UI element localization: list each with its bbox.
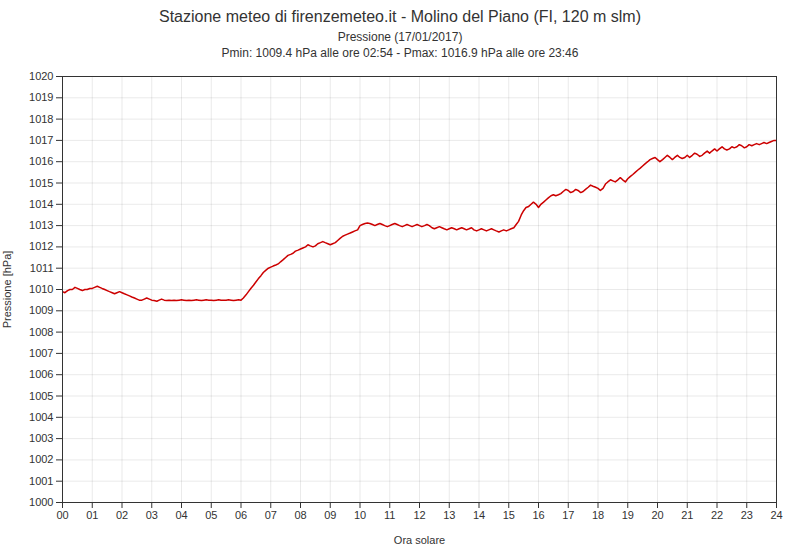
- svg-text:13: 13: [443, 509, 455, 521]
- svg-text:06: 06: [235, 509, 247, 521]
- svg-text:Pressione [hPa]: Pressione [hPa]: [1, 251, 13, 329]
- svg-text:00: 00: [56, 509, 68, 521]
- svg-text:1010: 1010: [29, 283, 53, 295]
- svg-text:05: 05: [205, 509, 217, 521]
- svg-text:01: 01: [86, 509, 98, 521]
- svg-text:04: 04: [175, 509, 187, 521]
- svg-text:1012: 1012: [29, 240, 53, 252]
- svg-text:20: 20: [651, 509, 663, 521]
- svg-text:09: 09: [324, 509, 336, 521]
- svg-text:08: 08: [294, 509, 306, 521]
- svg-text:15: 15: [503, 509, 515, 521]
- svg-text:1018: 1018: [29, 113, 53, 125]
- svg-text:1003: 1003: [29, 432, 53, 444]
- svg-text:19: 19: [622, 509, 634, 521]
- svg-text:1000: 1000: [29, 496, 53, 508]
- svg-text:1020: 1020: [29, 70, 53, 82]
- svg-text:1013: 1013: [29, 219, 53, 231]
- svg-text:1006: 1006: [29, 368, 53, 380]
- svg-text:03: 03: [146, 509, 158, 521]
- svg-text:1005: 1005: [29, 390, 53, 402]
- svg-text:23: 23: [741, 509, 753, 521]
- svg-text:17: 17: [562, 509, 574, 521]
- svg-text:1002: 1002: [29, 453, 53, 465]
- svg-text:14: 14: [473, 509, 485, 521]
- svg-text:1014: 1014: [29, 198, 53, 210]
- html-text:Pressione (17/01/2017): Pressione (17/01/2017): [337, 30, 463, 44]
- svg-text:02: 02: [116, 509, 128, 521]
- svg-text:1015: 1015: [29, 177, 53, 189]
- svg-text:Ora solare: Ora solare: [394, 534, 445, 546]
- svg-text:07: 07: [265, 509, 277, 521]
- svg-text:24: 24: [770, 509, 782, 521]
- svg-text:1019: 1019: [29, 91, 53, 103]
- svg-text:1016: 1016: [29, 155, 53, 167]
- html-text:Stazione meteo di firenzemeteo: Stazione meteo di firenzemeteo.it - Moli…: [159, 8, 641, 25]
- svg-text:1001: 1001: [29, 475, 53, 487]
- svg-text:11: 11: [384, 509, 395, 521]
- svg-text:18: 18: [592, 509, 604, 521]
- svg-text:1011: 1011: [30, 262, 54, 274]
- svg-text:22: 22: [711, 509, 723, 521]
- svg-text:10: 10: [354, 509, 366, 521]
- svg-text:1008: 1008: [29, 326, 53, 338]
- svg-text:1004: 1004: [29, 411, 53, 423]
- svg-text:1017: 1017: [29, 134, 53, 146]
- svg-text:1007: 1007: [29, 347, 53, 359]
- html-text:Pmin: 1009.4 hPa alle ore 02:5: Pmin: 1009.4 hPa alle ore 02:54 - Pmax: …: [221, 46, 579, 60]
- svg-text:21: 21: [681, 509, 693, 521]
- svg-text:16: 16: [532, 509, 544, 521]
- svg-text:1009: 1009: [29, 304, 53, 316]
- svg-text:12: 12: [413, 509, 425, 521]
